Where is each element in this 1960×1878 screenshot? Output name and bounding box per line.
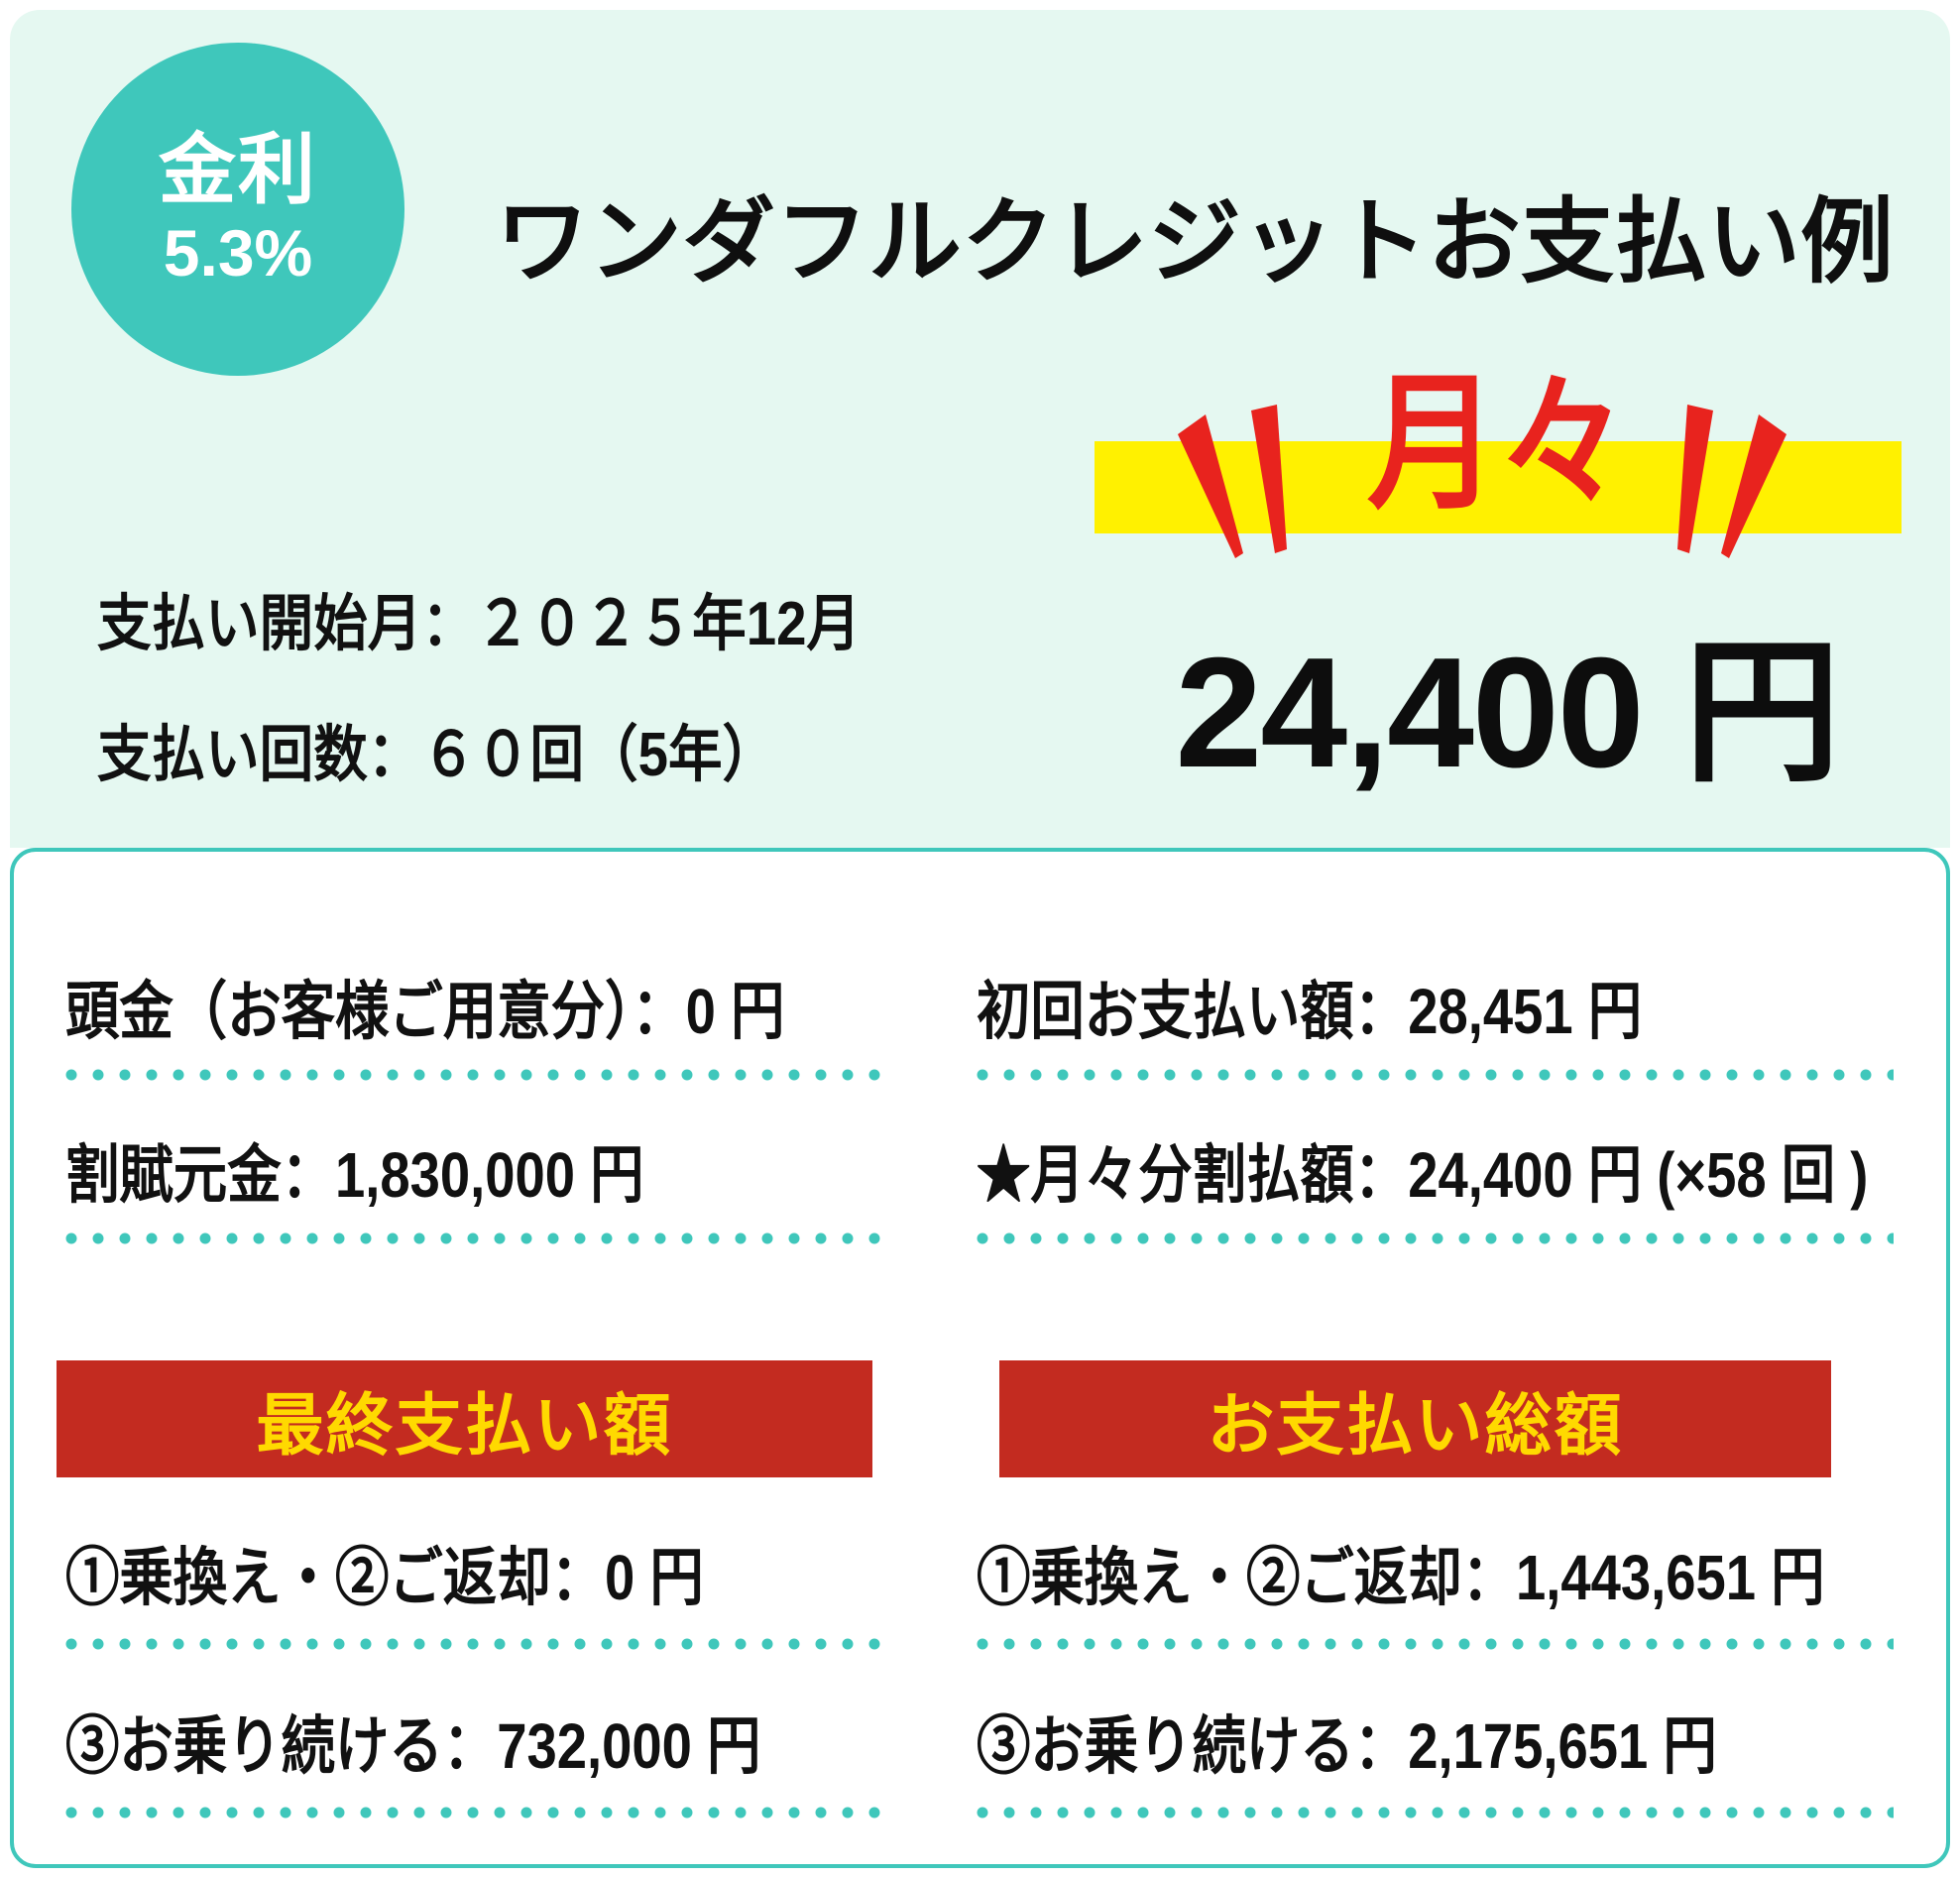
- details-panel: [10, 848, 1950, 1868]
- page-title: ワンダフルクレジットお支払い例: [495, 189, 1894, 293]
- total-payment-banner-label: お支払い総額: [1207, 1387, 1624, 1464]
- total-payment-banner: お支払い総額: [999, 1360, 1831, 1477]
- final-payment-banner: 最終支払い額: [57, 1360, 872, 1477]
- hero-section: 金利 5.3% ワンダフルクレジットお支払い例 支払い開始月：２０２５年12月 …: [10, 10, 1950, 848]
- dotted-divider: [65, 1232, 882, 1244]
- total-payment-option-3: ③お乗り続ける：2,175,651 円: [977, 1710, 1717, 1782]
- dotted-divider: [65, 1807, 882, 1819]
- total-payment-option-1-2: ①乗換え・②ご返却：1,443,651 円: [977, 1542, 1825, 1613]
- dotted-divider: [977, 1069, 1894, 1081]
- dotted-divider: [65, 1638, 882, 1650]
- rate-label: 金利: [158, 125, 317, 213]
- detail-installment-principal: 割賦元金：1,830,000 円: [65, 1139, 644, 1211]
- emphasis-marks-left-icon: [1168, 401, 1297, 574]
- dotted-divider: [977, 1638, 1894, 1650]
- dotted-divider: [977, 1232, 1894, 1244]
- detail-down-payment: 頭金（お客様ご用意分）：0 円: [65, 976, 785, 1047]
- final-payment-option-1-2: ①乗換え・②ご返却：0 円: [65, 1542, 704, 1613]
- emphasis-marks-right-icon: [1668, 401, 1796, 574]
- rate-value: 5.3%: [163, 215, 313, 290]
- monthly-label: 月々: [1366, 360, 1629, 527]
- final-payment-banner-label: 最終支払い額: [256, 1387, 673, 1464]
- monthly-amount: 24,400 円: [1175, 626, 1840, 800]
- payment-start-month: 支払い開始月：２０２５年12月: [97, 590, 861, 658]
- final-payment-option-3: ③お乗り続ける：732,000 円: [65, 1710, 761, 1782]
- dotted-divider: [65, 1069, 882, 1081]
- detail-first-payment: 初回お支払い額：28,451 円: [977, 976, 1643, 1047]
- detail-monthly-installment: ★月々分割払額：24,400 円 (×58 回 ): [977, 1139, 1869, 1211]
- dotted-divider: [977, 1807, 1894, 1819]
- interest-rate-badge: 金利 5.3%: [71, 43, 404, 376]
- payment-count: 支払い回数：６０回（5年）: [97, 721, 777, 789]
